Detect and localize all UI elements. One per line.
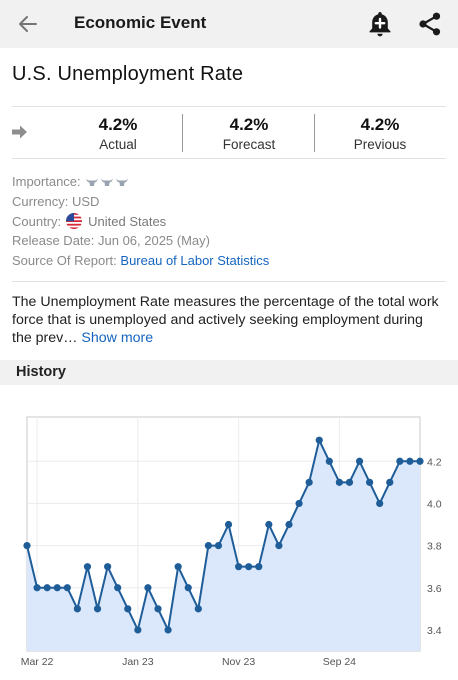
event-info: Importance: Currency: USD Country: Unite… xyxy=(12,172,269,271)
bull-icon xyxy=(100,177,113,186)
country-label: Country: xyxy=(12,213,62,229)
data-point xyxy=(315,436,323,444)
data-point xyxy=(124,605,132,613)
data-point xyxy=(325,457,333,465)
x-tick-label: Mar 22 xyxy=(21,656,54,668)
series-line xyxy=(26,439,420,631)
previous-stat: 4.2% Previous xyxy=(320,115,440,154)
importance-label: Importance: xyxy=(12,174,81,189)
actual-stat: 4.2% Actual xyxy=(58,115,178,154)
data-point xyxy=(376,499,384,508)
data-point xyxy=(73,605,81,613)
x-tick-label: Sep 24 xyxy=(323,656,356,668)
country-value: United States xyxy=(88,213,167,229)
app-bar-title: Economic Event xyxy=(74,13,207,32)
stat-separator xyxy=(182,114,183,152)
country-row: Country: United States xyxy=(12,212,269,232)
x-tick-label: Nov 23 xyxy=(222,656,255,668)
history-chart: 3.4 3.6 3.8 4.0 4.2 Mar 22 Jan 23 Nov 23 Sep 24 xyxy=(21,416,442,668)
data-point xyxy=(416,457,424,465)
actual-value: 4.2% xyxy=(98,115,138,134)
data-point xyxy=(245,563,253,571)
event-description: The Unemployment Rate measures the perce… xyxy=(12,293,446,347)
area-fill xyxy=(27,440,420,651)
data-point xyxy=(53,584,61,592)
forecast-stat: 4.2% Forecast xyxy=(189,115,309,154)
data-point xyxy=(295,499,303,508)
divider xyxy=(12,281,446,282)
bull-icon xyxy=(115,177,128,186)
data-point xyxy=(345,478,354,486)
data-point xyxy=(114,584,122,592)
divider xyxy=(12,106,446,107)
data-point xyxy=(63,584,71,592)
data-point xyxy=(104,563,112,571)
data-point xyxy=(174,563,182,571)
data-point xyxy=(204,541,212,550)
y-tick-label: 4.2 xyxy=(427,456,442,468)
history-heading: History xyxy=(16,364,66,380)
us-flag-icon xyxy=(66,213,83,230)
previous-value: 4.2% xyxy=(360,115,400,134)
forecast-label: Forecast xyxy=(222,137,276,152)
data-point xyxy=(184,584,192,592)
previous-label: Previous xyxy=(353,137,407,152)
data-point xyxy=(255,563,263,571)
actual-label: Actual xyxy=(99,137,137,152)
y-tick-label: 3.4 xyxy=(427,625,442,637)
app-bar: Economic Event xyxy=(0,0,458,48)
forecast-value: 4.2% xyxy=(229,115,269,134)
data-point xyxy=(194,605,202,613)
data-point xyxy=(164,626,172,634)
y-tick-label: 3.6 xyxy=(427,583,442,595)
data-point xyxy=(224,520,233,529)
importance-rating xyxy=(85,177,128,187)
y-tick-label: 4.0 xyxy=(427,498,442,510)
data-point xyxy=(396,457,404,465)
event-title: U.S. Unemployment Rate xyxy=(12,63,244,85)
data-point xyxy=(355,457,364,465)
data-point xyxy=(154,605,162,613)
data-point xyxy=(275,541,283,550)
release-date-row: Release Date: Jun 06, 2025 (May) xyxy=(12,233,210,249)
data-point xyxy=(305,478,313,486)
data-point xyxy=(235,563,243,571)
data-point xyxy=(93,605,102,613)
trend-arrow-icon xyxy=(12,125,27,139)
add-alert-bell-icon[interactable] xyxy=(367,10,393,38)
back-arrow-icon[interactable] xyxy=(16,12,40,36)
data-point xyxy=(366,478,374,486)
stats-row: 4.2% Actual 4.2% Forecast 4.2% Previous xyxy=(12,107,446,158)
data-point xyxy=(33,584,41,592)
importance-row: Importance: xyxy=(12,172,269,192)
data-point xyxy=(214,541,223,550)
data-point xyxy=(335,478,343,486)
bull-icon xyxy=(85,177,98,186)
source-row: Source Of Report: Bureau of Labor Statis… xyxy=(12,251,269,271)
source-label: Source Of Report: xyxy=(12,253,117,269)
history-section-header: History xyxy=(0,360,458,385)
data-point xyxy=(144,584,152,592)
share-icon[interactable] xyxy=(417,11,443,37)
data-point xyxy=(265,520,273,529)
data-point xyxy=(23,541,31,550)
data-point xyxy=(406,457,414,465)
show-more-link[interactable]: Show more xyxy=(81,330,154,346)
currency-row: Currency: USD xyxy=(12,193,100,209)
description-text: The Unemployment Rate measures the perce… xyxy=(12,294,439,346)
source-link[interactable]: Bureau of Labor Statistics xyxy=(120,253,270,269)
divider xyxy=(12,158,446,159)
data-point xyxy=(386,478,394,486)
y-tick-label: 3.8 xyxy=(427,541,442,553)
data-point xyxy=(83,563,92,571)
data-point xyxy=(43,584,51,592)
stat-separator xyxy=(314,114,315,152)
data-point xyxy=(134,626,142,634)
x-tick-label: Jan 23 xyxy=(122,656,154,668)
data-point xyxy=(285,520,293,529)
